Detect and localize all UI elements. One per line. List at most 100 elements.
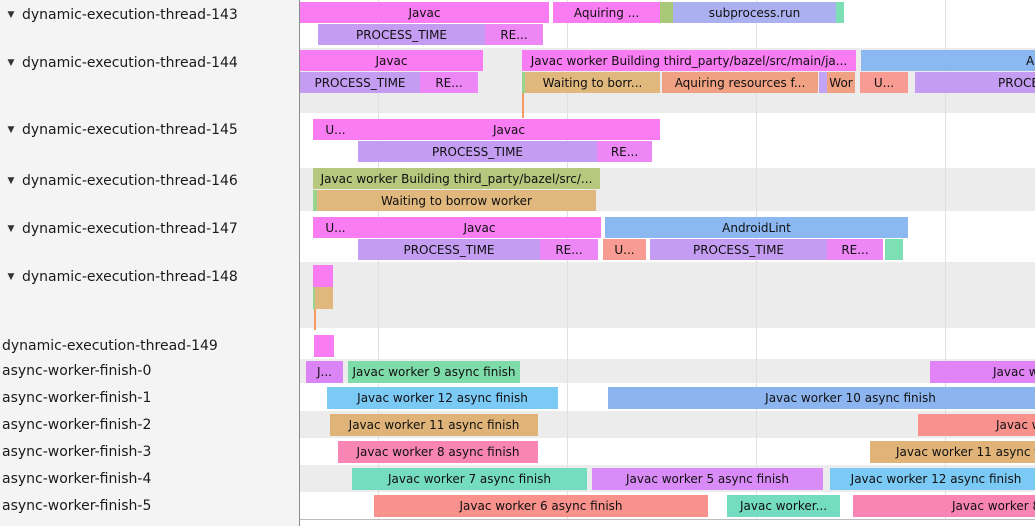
trace-slice-process-time[interactable]: PROCESS_TIME	[300, 72, 420, 93]
slice-label: Javac	[463, 220, 496, 235]
trace-slice-androidlint[interactable]: AndroidLint	[605, 217, 908, 238]
slice-label: J...	[317, 365, 332, 379]
trace-slice-u[interactable]: U...	[313, 119, 358, 140]
trace-slice-javac-worker-12-async-finish[interactable]: Javac worker 12 async finish	[327, 387, 558, 409]
trace-slice-re[interactable]: RE...	[827, 239, 883, 260]
trace-slice-subprocess-run[interactable]: subprocess.run	[673, 2, 836, 23]
track-row-async-worker-finish-5[interactable]: async-worker-finish-5	[0, 497, 151, 515]
track-row-async-worker-finish-3[interactable]: async-worker-finish-3	[0, 443, 151, 461]
trace-slice-javac[interactable]: Javac	[358, 119, 660, 140]
trace-slice-re[interactable]: RE...	[597, 141, 652, 162]
trace-slice[interactable]	[660, 2, 673, 23]
trace-slice-javac-worker[interactable]: Javac worker...	[727, 495, 840, 517]
track-row-dynamic-execution-thread-144[interactable]: ▼ dynamic-execution-thread-144	[0, 54, 238, 72]
trace-slice-javac-worker-building-third-party-bazel-src[interactable]: Javac worker Building third_party/bazel/…	[313, 168, 600, 189]
slice-label: Javac worker 5 async finish	[625, 472, 790, 486]
trace-slice-javac-worker-5-async-finish[interactable]: Javac worker 5 async finish	[592, 468, 823, 490]
slice-label: Waiting to borr...	[542, 75, 643, 90]
collapse-triangle-icon[interactable]: ▼	[7, 10, 15, 20]
trace-slice-javac-worker-8-asyn[interactable]: Javac worker 8 asyn	[853, 495, 1035, 517]
slice-label: Javac worker 12 async finish	[357, 391, 528, 405]
slice-label: PROCE	[998, 75, 1035, 90]
trace-slice-javac-worker-building-third-party-bazel-src-main-ja[interactable]: Javac worker Building third_party/bazel/…	[522, 50, 856, 71]
trace-slice-u[interactable]: U...	[603, 239, 646, 260]
trace-slice-proce[interactable]: PROCE	[915, 72, 1035, 93]
track-row-dynamic-execution-thread-148[interactable]: ▼ dynamic-execution-thread-148	[0, 268, 238, 286]
trace-slice-javac-worker-12-async-finish[interactable]: Javac worker 12 async finish	[830, 468, 1035, 490]
row-background-band	[300, 262, 1035, 328]
trace-slice-javac-worker-11-async-f[interactable]: Javac worker 11 async f	[870, 441, 1035, 463]
track-label: dynamic-execution-thread-144	[22, 55, 238, 71]
track-label: dynamic-execution-thread-143	[22, 7, 238, 23]
slice-label: Javac	[408, 5, 441, 20]
trace-slice[interactable]	[313, 190, 317, 211]
track-row-dynamic-execution-thread-147[interactable]: ▼ dynamic-execution-thread-147	[0, 220, 238, 238]
trace-slice[interactable]	[885, 239, 903, 260]
track-name-panel: ▼ dynamic-execution-thread-143 ▼ dynamic-ex…	[0, 0, 300, 526]
track-row-async-worker-finish-2[interactable]: async-worker-finish-2	[0, 416, 151, 434]
slice-label: RE...	[555, 242, 583, 257]
collapse-triangle-icon[interactable]: ▼	[7, 58, 15, 68]
trace-slice[interactable]	[314, 335, 334, 357]
slice-label: Javac worker 6 async finish	[459, 499, 623, 513]
trace-slice-javac[interactable]: Javac	[358, 217, 601, 238]
track-row-dynamic-execution-thread-145[interactable]: ▼ dynamic-execution-thread-145	[0, 121, 238, 139]
trace-slice-waiting-to-borr[interactable]: Waiting to borr...	[525, 72, 660, 93]
trace-slice-aquiring[interactable]: Aquiring ...	[553, 2, 660, 23]
trace-slice-re[interactable]: RE...	[540, 239, 598, 260]
trace-slice-javac-worker-11-async-finish[interactable]: Javac worker 11 async finish	[330, 414, 538, 436]
trace-slice[interactable]	[313, 287, 315, 309]
track-row-dynamic-execution-thread-149[interactable]: dynamic-execution-thread-149	[0, 337, 218, 355]
trace-slice-javac-worker-9-async-finish[interactable]: Javac worker 9 async finish	[348, 361, 520, 383]
track-label: dynamic-execution-thread-146	[22, 173, 238, 189]
slice-label: Javac worker Building third_party/bazel/…	[530, 53, 848, 68]
collapse-triangle-icon[interactable]: ▼	[7, 125, 15, 135]
tiny-slice-marker[interactable]	[314, 309, 316, 330]
collapse-triangle-icon[interactable]: ▼	[7, 224, 15, 234]
trace-slice-process-time[interactable]: PROCESS_TIME	[650, 239, 827, 260]
trace-slice-re[interactable]: RE...	[420, 72, 478, 93]
trace-slice-u[interactable]: U...	[313, 217, 358, 238]
slice-label: Wor	[829, 75, 853, 90]
slice-label: Javac worke	[996, 418, 1035, 432]
trace-slice-process-time[interactable]: PROCESS_TIME	[318, 24, 485, 45]
collapse-triangle-icon[interactable]: ▼	[7, 176, 15, 186]
trace-slice-javac-w[interactable]: Javac w	[930, 361, 1035, 383]
slice-label: Javac	[493, 122, 525, 137]
tiny-slice-marker[interactable]	[522, 93, 524, 118]
slice-label: PROCESS_TIME	[431, 144, 524, 159]
trace-slice-re[interactable]: RE...	[485, 24, 543, 45]
trace-slice[interactable]	[313, 265, 333, 287]
track-row-async-worker-finish-1[interactable]: async-worker-finish-1	[0, 389, 151, 407]
trace-slice-javac[interactable]: Javac	[300, 50, 483, 71]
trace-slice-javac-worker-10-async-finish[interactable]: Javac worker 10 async finish	[608, 387, 1035, 409]
trace-slice-process-time[interactable]: PROCESS_TIME	[358, 141, 597, 162]
trace-slice-javac-worker-8-async-finish[interactable]: Javac worker 8 async finish	[338, 441, 538, 463]
trace-slice[interactable]	[836, 2, 844, 23]
trace-slice-u[interactable]: U...	[860, 72, 908, 93]
trace-slice-wor[interactable]: Wor	[827, 72, 855, 93]
track-row-dynamic-execution-thread-143[interactable]: ▼ dynamic-execution-thread-143	[0, 6, 238, 24]
trace-slice[interactable]	[522, 72, 525, 93]
track-label: async-worker-finish-0	[2, 363, 152, 379]
trace-slice[interactable]	[819, 72, 827, 93]
trace-slice[interactable]	[315, 287, 333, 309]
timeline-canvas[interactable]: Javac Aquiring ... subprocess.run PROCESS_T…	[300, 0, 1035, 526]
slice-label: Javac worker 11 async finish	[348, 418, 520, 432]
slice-label: Waiting to borrow worker	[381, 193, 532, 208]
trace-slice-process-time[interactable]: PROCESS_TIME	[358, 239, 540, 260]
slice-label: PROCESS_TIME	[355, 27, 448, 42]
trace-slice-aquiring-resources-f[interactable]: Aquiring resources f...	[662, 72, 818, 93]
trace-slice-javac-worke[interactable]: Javac worke	[918, 414, 1035, 436]
trace-slice-javac[interactable]: Javac	[300, 2, 549, 23]
trace-slice-j[interactable]: J...	[306, 361, 343, 383]
track-row-async-worker-finish-4[interactable]: async-worker-finish-4	[0, 470, 151, 488]
track-row-async-worker-finish-0[interactable]: async-worker-finish-0	[0, 362, 151, 380]
track-row-dynamic-execution-thread-146[interactable]: ▼ dynamic-execution-thread-146	[0, 172, 238, 190]
trace-slice-javac-worker-6-async-finish[interactable]: Javac worker 6 async finish	[374, 495, 708, 517]
trace-slice-waiting-to-borrow-worker[interactable]: Waiting to borrow worker	[317, 190, 596, 211]
trace-slice-javac-worker-7-async-finish[interactable]: Javac worker 7 async finish	[352, 468, 587, 490]
collapse-triangle-icon[interactable]: ▼	[7, 272, 15, 282]
trace-slice-an[interactable]: An	[861, 50, 1035, 71]
